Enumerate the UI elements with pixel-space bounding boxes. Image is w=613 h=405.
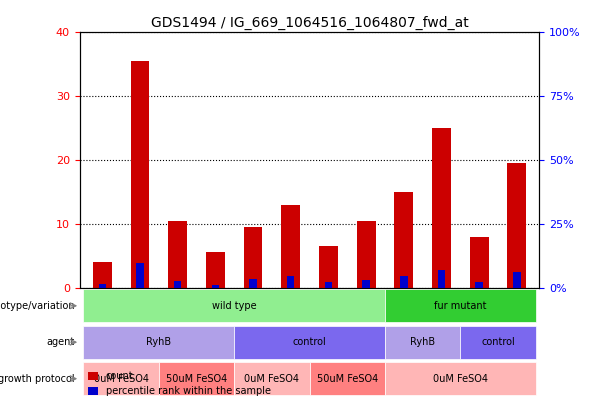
Text: agent: agent	[47, 337, 75, 347]
FancyBboxPatch shape	[83, 362, 159, 395]
Text: 0uM FeSO4: 0uM FeSO4	[433, 374, 488, 384]
Bar	[287, 276, 294, 288]
Legend: count, percentile rank within the sample: count, percentile rank within the sample	[85, 367, 275, 400]
Text: 50uM FeSO4: 50uM FeSO4	[317, 374, 378, 384]
FancyBboxPatch shape	[83, 289, 385, 322]
Text: control: control	[481, 337, 515, 347]
Text: 0uM FeSO4: 0uM FeSO4	[94, 374, 148, 384]
Text: genotype/variation: genotype/variation	[0, 301, 75, 311]
FancyBboxPatch shape	[234, 326, 385, 359]
Text: 50uM FeSO4: 50uM FeSO4	[166, 374, 227, 384]
Bar	[513, 272, 520, 288]
Bar	[325, 282, 332, 288]
Title: GDS1494 / IG_669_1064516_1064807_fwd_at: GDS1494 / IG_669_1064516_1064807_fwd_at	[151, 16, 468, 30]
Bar	[136, 263, 144, 288]
Bar	[99, 284, 106, 288]
Bar	[211, 285, 219, 288]
Bar	[394, 192, 413, 288]
FancyBboxPatch shape	[385, 289, 536, 322]
Text: RyhB: RyhB	[147, 337, 172, 347]
FancyBboxPatch shape	[159, 362, 234, 395]
Bar	[249, 279, 257, 288]
Bar	[475, 282, 483, 288]
FancyBboxPatch shape	[385, 362, 536, 395]
Bar	[174, 281, 181, 288]
Bar	[508, 163, 526, 288]
Bar	[168, 221, 187, 288]
Bar	[243, 227, 262, 288]
Bar	[281, 205, 300, 288]
Text: growth protocol: growth protocol	[0, 374, 75, 384]
Bar	[470, 237, 489, 288]
FancyBboxPatch shape	[460, 326, 536, 359]
FancyBboxPatch shape	[310, 362, 385, 395]
Text: RyhB: RyhB	[410, 337, 435, 347]
Bar	[432, 128, 451, 288]
Bar	[319, 246, 338, 288]
Text: wild type: wild type	[212, 301, 256, 311]
Text: fur mutant: fur mutant	[434, 301, 487, 311]
Text: control: control	[292, 337, 327, 347]
Bar	[438, 270, 445, 288]
Bar	[131, 61, 150, 288]
Bar	[206, 252, 225, 288]
Bar	[400, 276, 408, 288]
FancyBboxPatch shape	[385, 326, 460, 359]
Bar	[362, 280, 370, 288]
FancyBboxPatch shape	[83, 326, 234, 359]
Bar	[93, 262, 112, 288]
FancyBboxPatch shape	[234, 362, 310, 395]
Bar	[357, 221, 376, 288]
Text: 0uM FeSO4: 0uM FeSO4	[245, 374, 299, 384]
